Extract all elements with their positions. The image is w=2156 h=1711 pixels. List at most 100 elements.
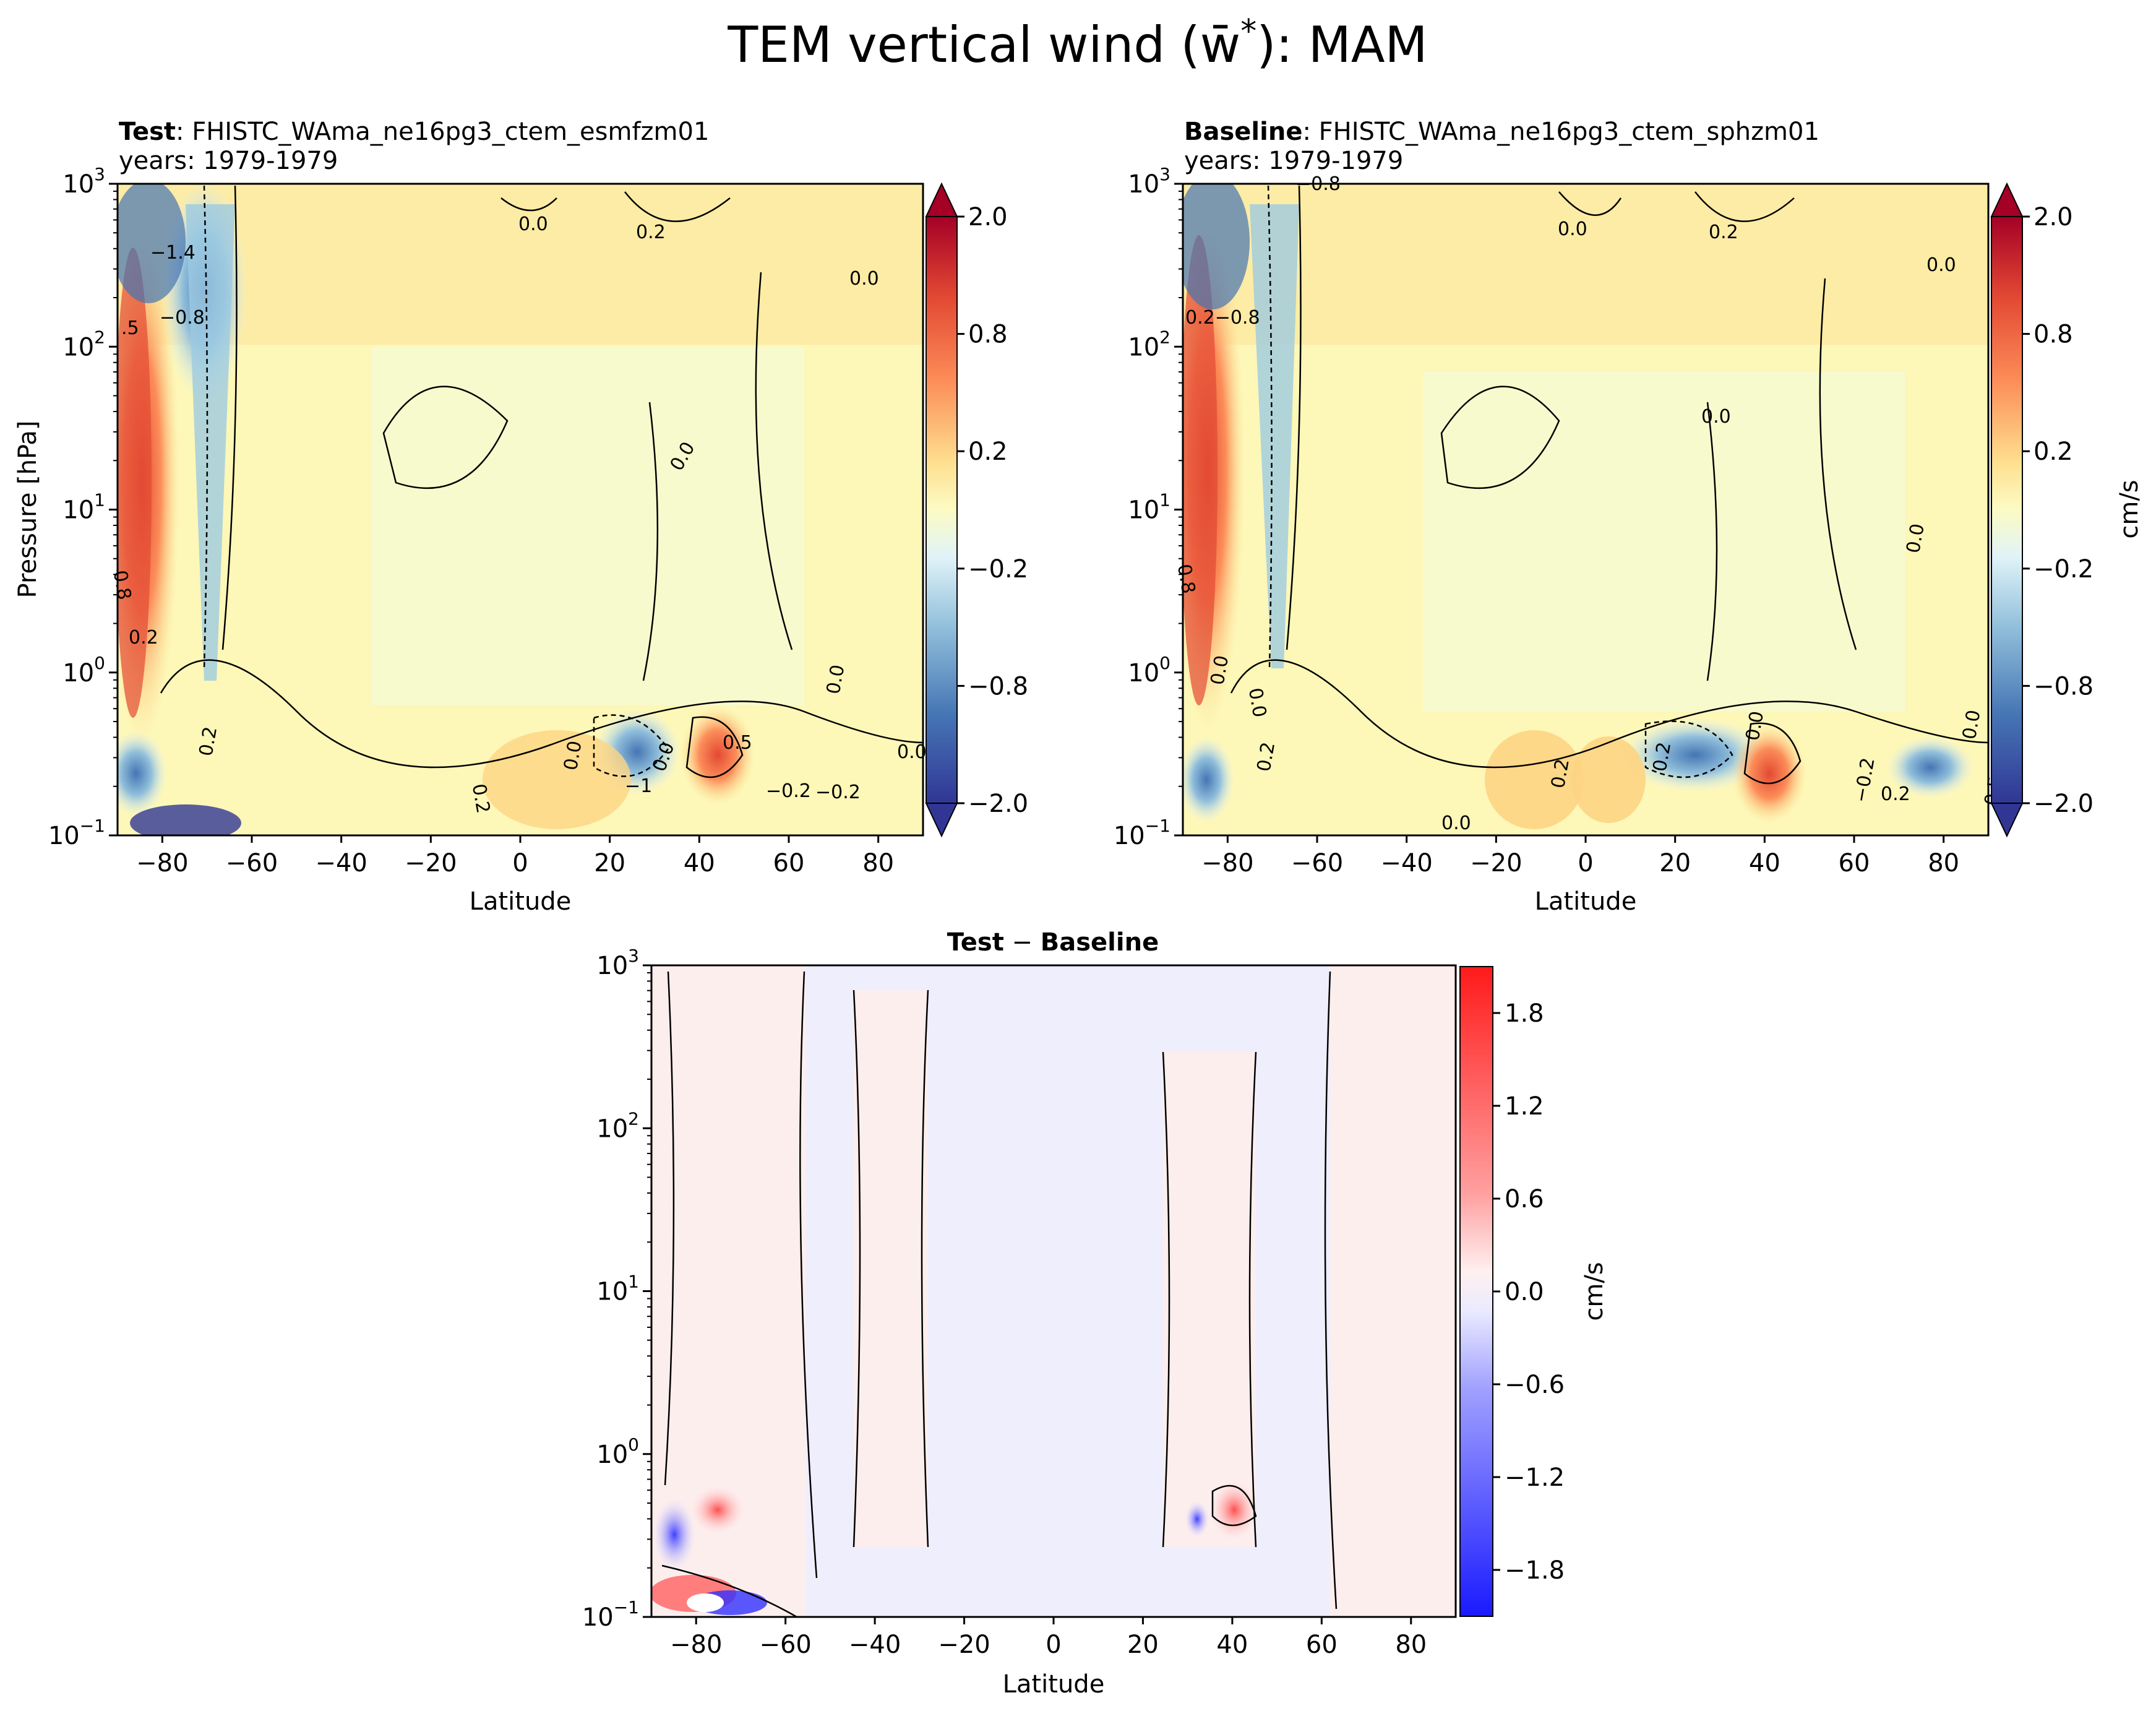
colorbar-tick-label: −0.8 (968, 672, 1028, 700)
test-colorbar: −2.0 −0.8 −0.2 0.2 0.8 2.0 (925, 182, 1028, 838)
x-tick-label: 60 (1839, 849, 1870, 877)
x-tick-label: 40 (684, 849, 715, 877)
diff-y-axis: 103 102 101 100 10−1 (582, 946, 651, 1632)
x-tick-label: −60 (1291, 849, 1343, 877)
contour-label: 0.2 (1649, 741, 1676, 774)
y-tick-label: 100 (62, 653, 105, 687)
test-contour-labels: 0.0 0.2 0.0 −1.4 −0.8 .5 0.0 0.8 0.2 0.0… (109, 213, 927, 815)
x-tick-label: 0 (1046, 1631, 1061, 1659)
colorbar-tick-label: 1.8 (1505, 999, 1544, 1028)
y-tick-label: 10−1 (582, 1597, 639, 1632)
x-tick-label: −20 (405, 849, 457, 877)
contour-label: 0.0 (897, 741, 927, 763)
x-tick-label: −20 (1470, 849, 1522, 877)
colorbar-tick-label: 0.8 (968, 321, 1008, 349)
contour-label: 0.8 (1173, 562, 1200, 595)
baseline-title: Baseline: FHISTC_WAma_ne16pg3_ctem_sphzm… (1184, 118, 1819, 146)
x-tick-label: 20 (1659, 849, 1691, 877)
x-tick-label: −60 (226, 849, 278, 877)
contour-label: 0.0 (1926, 254, 1956, 276)
contour-label: 0.0 (1558, 218, 1587, 240)
contour-label: 0.0 (1207, 654, 1234, 687)
contour-label: 0.0 (560, 739, 586, 772)
contour-label: .5 (121, 317, 139, 339)
diff-x-axis: −80 −60 −40 −20 0 20 40 60 80 (670, 1617, 1427, 1659)
colorbar-tick-label: −2.0 (2034, 790, 2094, 818)
contour-label: 0.0 (1244, 686, 1271, 719)
x-tick-label: 0 (512, 849, 528, 877)
colorbar-tick-label: −1.8 (1505, 1556, 1565, 1585)
x-tick-label: −80 (1201, 849, 1253, 877)
test-y-axis: 103 102 101 100 10−1 (48, 164, 118, 850)
test-subtitle: years: 1979-1979 (119, 147, 338, 175)
contour-label: −1 (625, 775, 652, 797)
y-tick-label: 103 (596, 946, 639, 980)
diff-colorbar: −1.8 −1.2 −0.6 0.0 0.6 1.2 1.8 cm/s (1459, 966, 1608, 1617)
diff-field (651, 965, 1456, 1617)
contour-label: 0.2 (1709, 222, 1738, 243)
contour-label: 0.2−0.8 (1185, 307, 1260, 329)
x-tick-label: 80 (862, 849, 894, 877)
colorbar-tick-label: −1.2 (1505, 1463, 1565, 1492)
contour-label: 0.0 (849, 268, 879, 290)
contour-label: 0.0 (1701, 406, 1731, 428)
contour-label: 0.0 (1441, 812, 1471, 834)
y-tick-label: 100 (596, 1434, 639, 1469)
contour-label: −0.8 (160, 307, 205, 329)
baseline-x-axis: −80 −60 −40 −20 0 20 40 60 80 (1201, 835, 1959, 877)
x-tick-label: 80 (1928, 849, 1959, 877)
x-tick-label: 40 (1216, 1631, 1248, 1659)
y-tick-label: 101 (596, 1272, 639, 1306)
x-tick-label: −80 (670, 1631, 722, 1659)
contour-label: −1.4 (150, 242, 195, 264)
contour-label: 0.8 (109, 569, 135, 601)
colorbar-tick-label: −0.2 (968, 555, 1028, 584)
test-field (118, 184, 923, 835)
test-colorbar-ticks: −2.0 −0.8 −0.2 0.2 0.8 2.0 (957, 203, 1028, 818)
y-tick-label: 103 (1128, 164, 1170, 199)
x-tick-label: 20 (594, 849, 625, 877)
y-tick-label: 100 (1128, 653, 1170, 687)
contour-label: 0.2 (129, 627, 158, 649)
colorbar-tick-label: 0.6 (1505, 1185, 1544, 1213)
contour-label: 0.2 (195, 725, 222, 758)
contour-label: 0.0 (518, 213, 548, 235)
diff-xlabel: Latitude (1003, 1670, 1105, 1699)
figure-title: TEM vertical wind (w̄*): MAM (727, 13, 1427, 74)
colorbar-tick-label: 2.0 (968, 203, 1008, 231)
y-tick-label: 103 (62, 164, 105, 199)
baseline-panel: Baseline: FHISTC_WAma_ne16pg3_ctem_sphzm… (1114, 118, 2144, 916)
diff-title: Test − Baseline (947, 928, 1159, 957)
baseline-subtitle: years: 1979-1979 (1184, 147, 1403, 175)
baseline-colorbar-ticks: −2.0 −0.8 −0.2 0.2 0.8 2.0 (2022, 203, 2094, 818)
y-tick-label: 10−1 (48, 816, 105, 850)
colorbar-tick-label: 0.2 (2034, 437, 2073, 466)
baseline-xlabel: Latitude (1535, 887, 1637, 916)
x-tick-label: −80 (136, 849, 188, 877)
x-tick-label: 0 (1578, 849, 1593, 877)
y-tick-label: 101 (1128, 490, 1170, 525)
x-tick-label: −40 (315, 849, 367, 877)
test-x-axis: −80 −60 −40 −20 0 20 40 60 80 (136, 835, 894, 877)
contour-label: −0.2 (766, 780, 811, 802)
contour-label: −0.2 (815, 782, 861, 803)
colorbar-tick-label: −0.8 (2034, 672, 2094, 700)
x-tick-label: 20 (1127, 1631, 1159, 1659)
test-panel: Test: FHISTC_WAma_ne16pg3_ctem_esmfzm01 … (14, 118, 1028, 916)
baseline-colorbar: −2.0 −0.8 −0.2 0.2 0.8 2.0 cm/s (1990, 182, 2144, 838)
baseline-field (1183, 184, 1988, 835)
contour-label: 0.2 (636, 222, 666, 243)
contour-label: 0.0 (1902, 522, 1929, 555)
test-title: Test: FHISTC_WAma_ne16pg3_ctem_esmfzm01 (119, 118, 709, 146)
colorbar-tick-label: 2.0 (2034, 203, 2073, 231)
contour-label: 0.2 (1547, 757, 1574, 790)
colorbar-tick-label: 1.2 (1505, 1092, 1544, 1121)
baseline-colorbar-label: cm/s (2115, 480, 2144, 538)
x-tick-label: −40 (1380, 849, 1432, 877)
y-tick-label: 10−1 (1114, 816, 1170, 850)
contour-label: 0.5 (723, 732, 752, 754)
x-tick-label: 40 (1749, 849, 1780, 877)
colorbar-tick-label: 0.0 (1505, 1278, 1544, 1306)
colorbar-tick-label: −0.6 (1505, 1371, 1565, 1399)
